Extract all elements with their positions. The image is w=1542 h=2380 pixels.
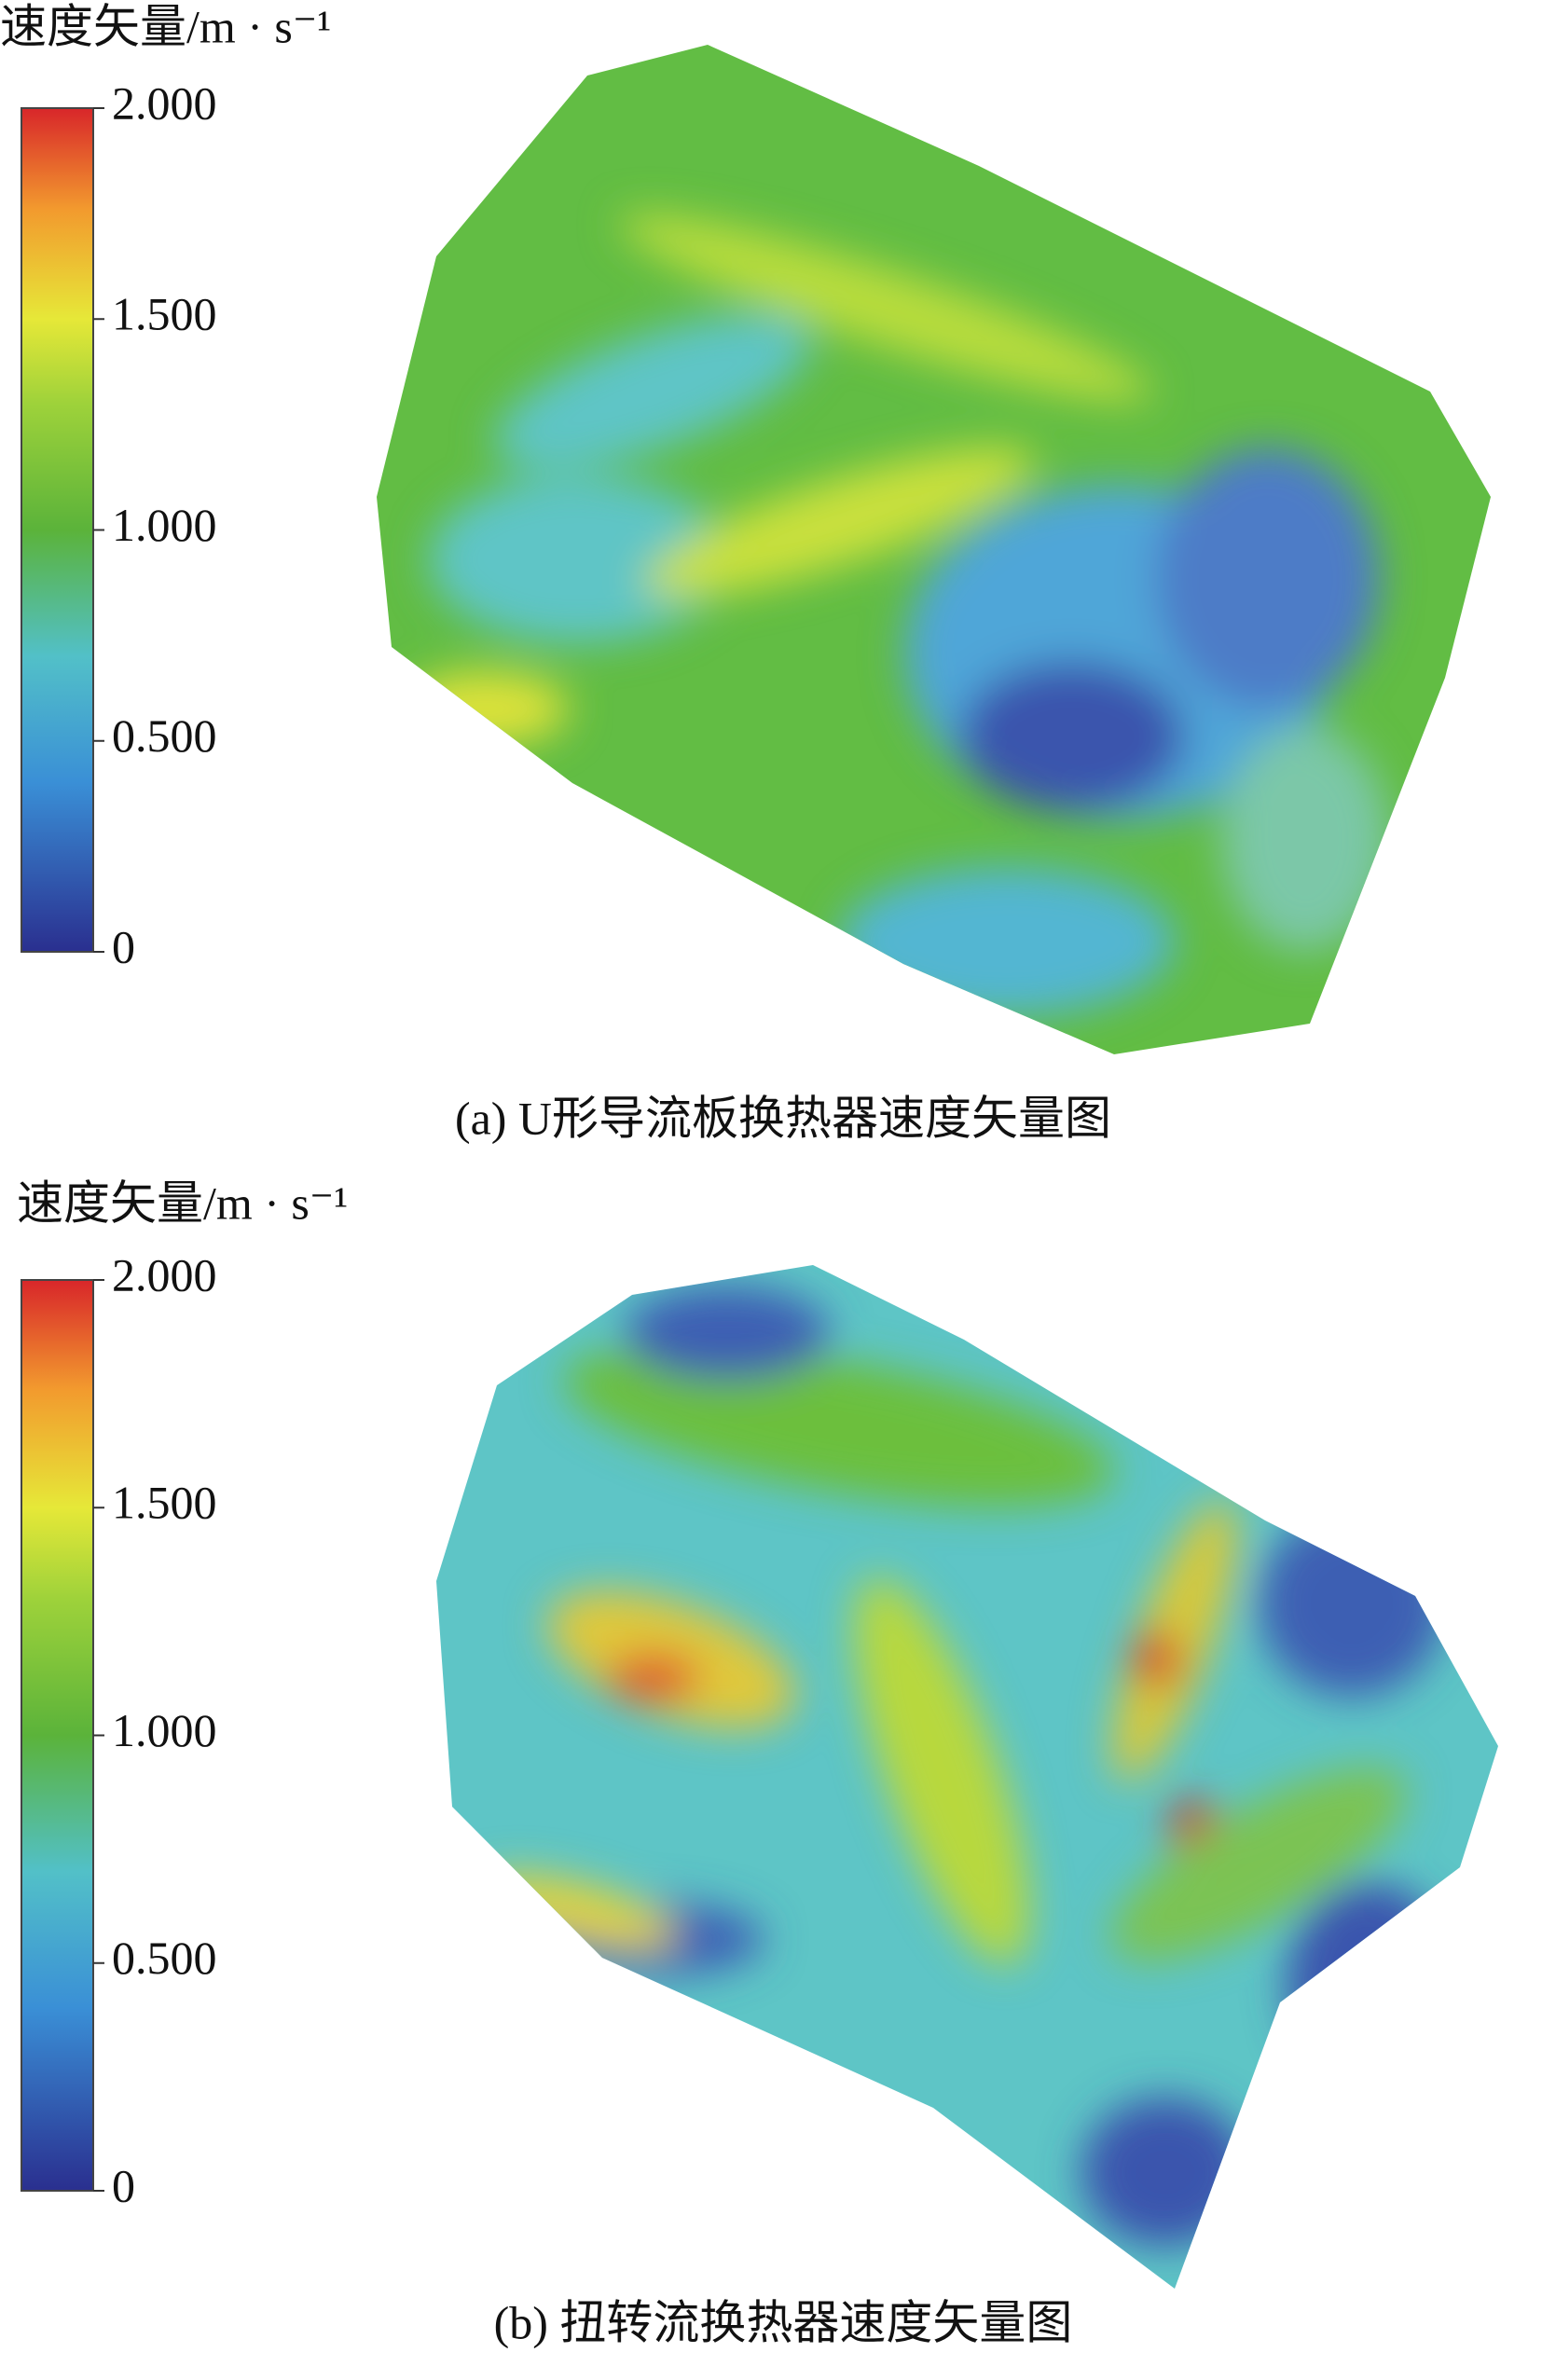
- tick-label: 0.500: [112, 1932, 217, 1984]
- caption: (a) U形导流板换热器速度矢量图: [455, 1092, 1111, 1144]
- tick-label: 0.500: [112, 709, 217, 762]
- tick-label: 0: [112, 2159, 135, 2211]
- tick-label: 1.500: [112, 288, 217, 340]
- colorbar: [21, 1279, 94, 2192]
- vector-field-a: [377, 45, 1491, 1054]
- colorbar-title: 速度矢量/m · s⁻¹: [0, 0, 331, 52]
- tick-label: 2.000: [112, 76, 217, 129]
- colorbar-title: 速度矢量/m · s⁻¹: [17, 1176, 348, 1229]
- tick-label: 0: [112, 920, 135, 972]
- tick-label: 2.000: [112, 1248, 217, 1300]
- caption: (b) 扭转流换热器速度矢量图: [494, 2296, 1073, 2348]
- tick-label: 1.000: [112, 1704, 217, 1756]
- tick-label: 1.500: [112, 1477, 217, 1529]
- colorbar: [21, 107, 94, 953]
- tick-label: 1.000: [112, 499, 217, 551]
- vector-field-b: [436, 1265, 1498, 2289]
